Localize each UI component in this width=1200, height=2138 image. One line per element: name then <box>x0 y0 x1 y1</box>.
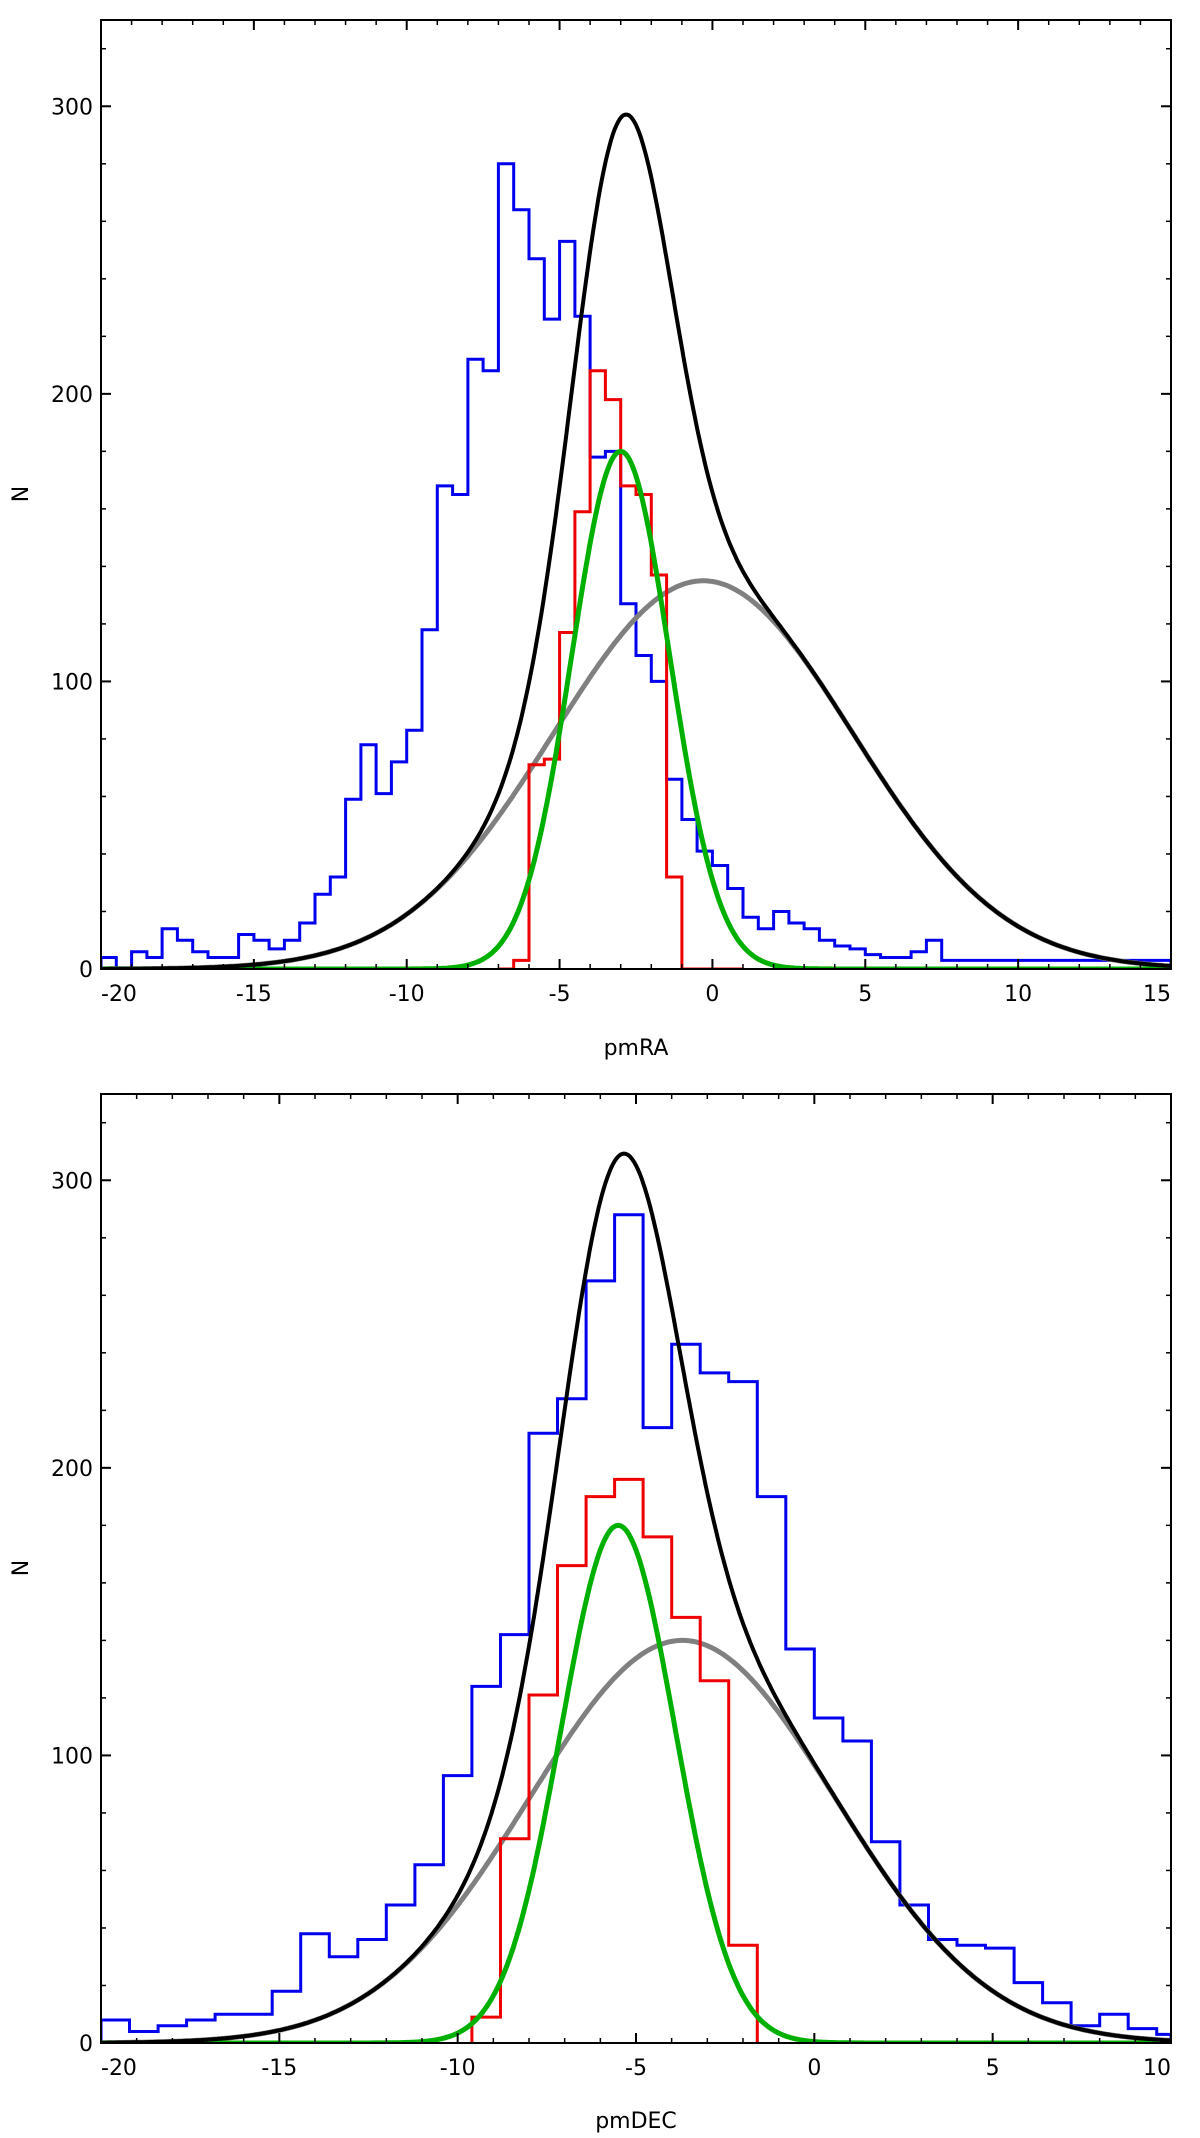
pmdec-tick-marks <box>100 1094 1172 2044</box>
pmra-x-tick-label: -10 <box>389 982 425 1007</box>
pmdec-red-histogram <box>470 1477 759 2043</box>
pmdec-x-tick-label: -10 <box>440 2056 476 2081</box>
pmra-x-tick-label: 10 <box>1004 982 1032 1007</box>
pmra-green-gaussian-curve <box>101 448 1171 969</box>
pmra-tick-marks <box>100 20 1172 970</box>
pmdec-plot-area <box>101 1151 1171 2043</box>
pmra-plot-frame <box>100 19 1172 970</box>
pmra-y-tick-label: 100 <box>51 670 93 695</box>
pmdec-y-tick-label: 200 <box>51 1457 93 1482</box>
pmra-x-tick-label: -5 <box>549 982 571 1007</box>
pmdec-series-group <box>101 1151 1171 2043</box>
pmdec-x-tick-label: 5 <box>986 2056 1000 2081</box>
pmra-x-tick-label: 5 <box>858 982 872 1007</box>
pmra-plot-area <box>101 112 1171 969</box>
pmra-x-tick-label: 0 <box>705 982 719 1007</box>
pmra-x-tick-label: 15 <box>1143 982 1171 1007</box>
pmra-y-tick-label: 0 <box>79 958 93 983</box>
pmra-black-total-curve <box>101 112 1171 969</box>
pmdec-y-tick-label: 0 <box>79 2032 93 2057</box>
pmra-y-tick-label: 200 <box>51 383 93 408</box>
pmdec-y-tick-label: 100 <box>51 1744 93 1769</box>
pmdec-x-tick-label: -5 <box>625 2056 647 2081</box>
pmra-x-tick-label: -20 <box>101 982 137 1007</box>
pmra-x-axis-label: pmRA <box>604 1036 669 1061</box>
pmra-panel: -20 -15 -10 -5 0 5 10 15 0 100 200 300 pmRA N <box>9 19 1172 1061</box>
pmra-y-axis-label: N <box>9 486 34 502</box>
pmdec-y-axis-label: N <box>9 1560 34 1576</box>
pmdec-x-tick-label: -20 <box>101 2056 137 2081</box>
pmra-red-histogram <box>498 369 743 969</box>
pmdec-x-tick-label: -15 <box>261 2056 297 2081</box>
pmra-y-tick-label: 300 <box>51 95 93 120</box>
pmdec-y-tick-label: 300 <box>51 1169 93 1194</box>
pmdec-blue-histogram <box>101 1213 1171 2043</box>
pmdec-x-axis-label: pmDEC <box>595 2109 677 2134</box>
pmra-x-tick-label: -15 <box>236 982 272 1007</box>
pmra-tick-labels: -20 -15 -10 -5 0 5 10 15 0 100 200 300 <box>51 95 1171 1007</box>
pmdec-black-total-curve <box>101 1151 1171 2043</box>
pmdec-green-gaussian-curve <box>101 1522 1171 2043</box>
pmdec-x-tick-label: 0 <box>807 2056 821 2081</box>
pmra-series-group <box>101 112 1171 969</box>
pmdec-x-tick-label: 10 <box>1143 2056 1171 2081</box>
